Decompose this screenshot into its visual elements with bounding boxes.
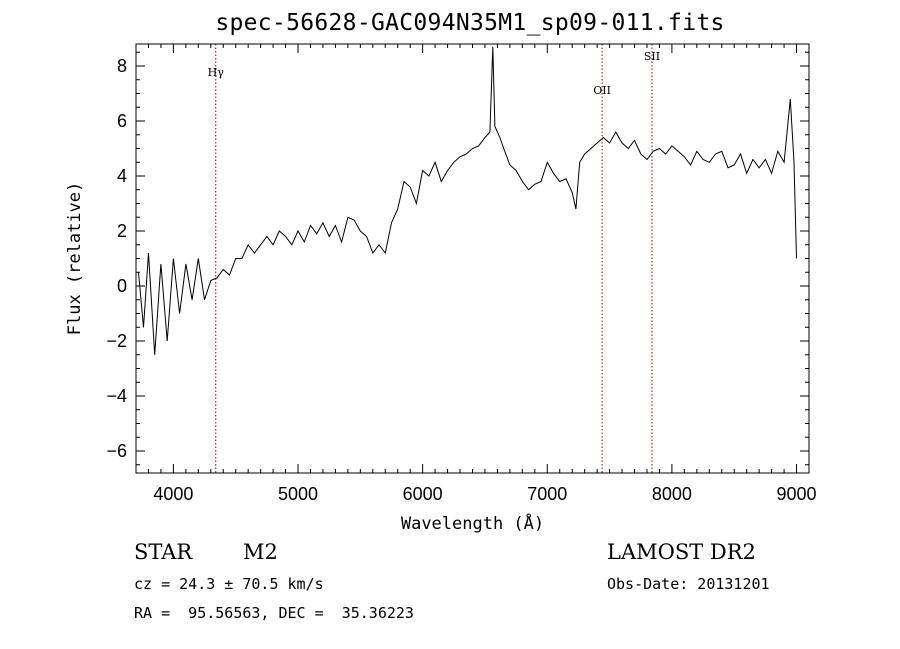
- y-axis-label: Flux (relative): [65, 182, 85, 336]
- line-label-sii: SII: [644, 50, 660, 63]
- y-tick-label: 0: [117, 276, 127, 296]
- x-tick-label: 7000: [527, 484, 567, 504]
- y-tick-label: −6: [106, 441, 127, 461]
- x-tick-label: 4000: [153, 484, 193, 504]
- x-axis-label: Wavelength (Å): [401, 512, 544, 534]
- coordinates-text: RA = 95.56563, DEC = 35.36223: [134, 604, 414, 622]
- y-tick-label: 8: [117, 56, 127, 76]
- x-tick-label: 8000: [652, 484, 692, 504]
- y-tick-label: 4: [117, 166, 127, 186]
- x-axis: 4000 5000 6000 7000 8000 9000: [135, 44, 817, 504]
- y-tick-label: 6: [117, 111, 127, 131]
- survey-name: LAMOST DR2: [607, 540, 756, 564]
- y-tick-label: 2: [117, 221, 127, 241]
- line-label-h: Hγ: [208, 66, 225, 79]
- plot-marks: [138, 44, 797, 473]
- y-axis: −6 −4 −2 0 2 4 6 8: [106, 51, 809, 466]
- chart-title: spec-56628-GAC094N35M1_sp09-011.fits: [215, 10, 725, 36]
- x-tick-label: 5000: [278, 484, 318, 504]
- y-tick-label: −4: [106, 386, 127, 406]
- object-subclass: M2: [243, 540, 278, 564]
- x-tick-label: 9000: [777, 484, 817, 504]
- spectrum-line: [138, 46, 797, 355]
- observation-date: Obs-Date: 20131201: [607, 575, 770, 593]
- redshift-text: cz = 24.3 ± 70.5 km/s: [134, 575, 324, 593]
- y-tick-label: −2: [106, 331, 127, 351]
- object-class: STAR: [134, 540, 193, 564]
- line-label-oii: OII: [593, 84, 611, 97]
- x-tick-label: 6000: [403, 484, 443, 504]
